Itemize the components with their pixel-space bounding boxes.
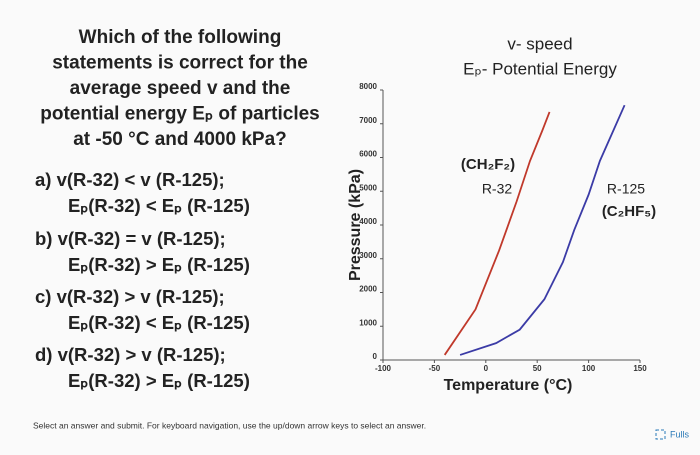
option-line: Eₚ(R-32) < Eₚ (R-125) <box>68 195 250 216</box>
annotation: (C₂HF₅) <box>602 203 656 220</box>
legend-note: v- speed <box>507 34 572 53</box>
x-tick-label: 150 <box>633 364 647 373</box>
question-line: potential energy Eₚ of particles <box>40 104 319 125</box>
y-tick-label: 8000 <box>359 82 377 91</box>
y-tick-label: 3000 <box>359 251 377 260</box>
y-axis-label: Pressure (kPa) <box>347 169 364 281</box>
question-line: at -50 °C and 4000 kPa? <box>73 129 287 150</box>
x-axis-label: Temperature (°C) <box>444 377 573 394</box>
y-tick-label: 7000 <box>359 116 377 125</box>
instructions: Select an answer and submit. For keyboar… <box>33 420 426 430</box>
option-line: d) v(R-32) > v (R-125); <box>35 344 226 365</box>
question-line: average speed v and the <box>70 78 291 99</box>
x-tick-label: 0 <box>484 364 489 373</box>
series-line <box>459 104 626 356</box>
y-tick-label: 1000 <box>359 318 377 327</box>
x-tick-label: 50 <box>533 364 542 373</box>
series-label: R-32 <box>482 181 513 197</box>
option-line: b) v(R-32) = v (R-125); <box>35 228 226 249</box>
x-tick-label: -50 <box>429 364 441 373</box>
y-tick-label: 2000 <box>359 285 377 294</box>
annotation: (CH₂F₂) <box>461 156 515 173</box>
option-line: Eₚ(R-32) > Eₚ (R-125) <box>68 254 250 275</box>
series-label: R-125 <box>607 181 645 197</box>
option-line: a) v(R-32) < v (R-125); <box>35 169 225 190</box>
fullscreen-icon[interactable] <box>655 429 666 440</box>
option-line: c) v(R-32) > v (R-125); <box>35 286 225 307</box>
legend-note: Eₚ- Potential Energy <box>463 59 617 78</box>
x-tick-label: 100 <box>582 364 596 373</box>
series-line <box>443 111 551 356</box>
question-area: Which of the following statements is corr… <box>35 27 320 391</box>
question-line: Which of the following <box>79 27 282 48</box>
fullscreen-button[interactable]: Fulls <box>670 429 690 439</box>
y-tick-label: 4000 <box>359 217 377 226</box>
x-tick-label: -100 <box>375 364 392 373</box>
y-tick-label: 6000 <box>359 150 377 159</box>
option-line: Eₚ(R-32) > Eₚ (R-125) <box>68 370 250 391</box>
option-line: Eₚ(R-32) < Eₚ (R-125) <box>68 312 250 333</box>
y-tick-label: 5000 <box>359 183 377 192</box>
y-tick-label: 0 <box>373 352 378 361</box>
question-line: statements is correct for the <box>52 53 308 74</box>
